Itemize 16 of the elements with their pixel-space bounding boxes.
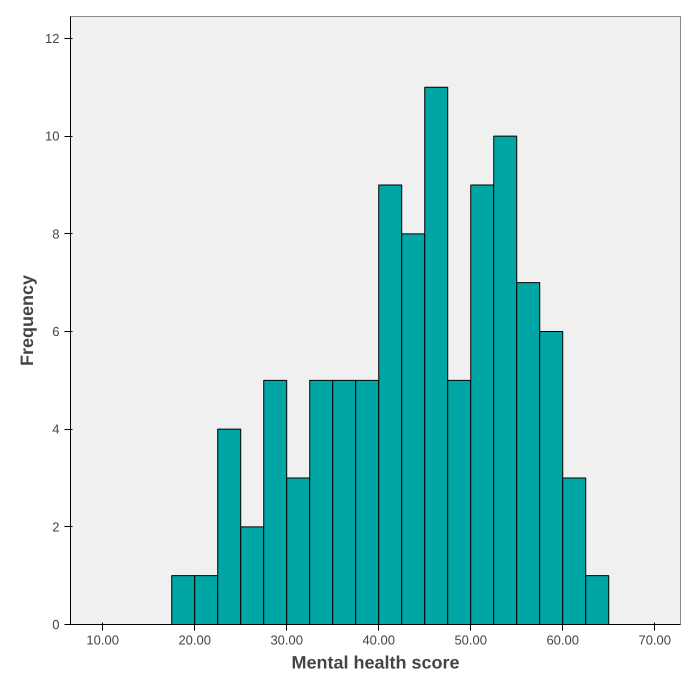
y-tick-label: 12 [45,30,60,46]
y-tick-label: 8 [52,226,60,242]
x-tick-label: 50.00 [454,632,488,648]
x-axis-title: Mental health score [291,652,460,672]
x-tick-label: 30.00 [270,632,303,648]
y-tick-label: 6 [52,324,60,339]
x-tick-label: 10.00 [86,632,119,648]
y-tick-label: 2 [52,519,60,534]
y-tick-label: 10 [45,128,60,144]
x-tick-label: 70.00 [638,632,672,648]
x-tick-label: 60.00 [546,632,580,648]
y-axis-title: Frequency [17,274,38,366]
x-tick-label: 20.00 [178,632,211,648]
x-tick-label: 40.00 [362,632,395,648]
y-tick-label: 0 [52,617,60,632]
y-tick-label: 4 [52,422,60,437]
